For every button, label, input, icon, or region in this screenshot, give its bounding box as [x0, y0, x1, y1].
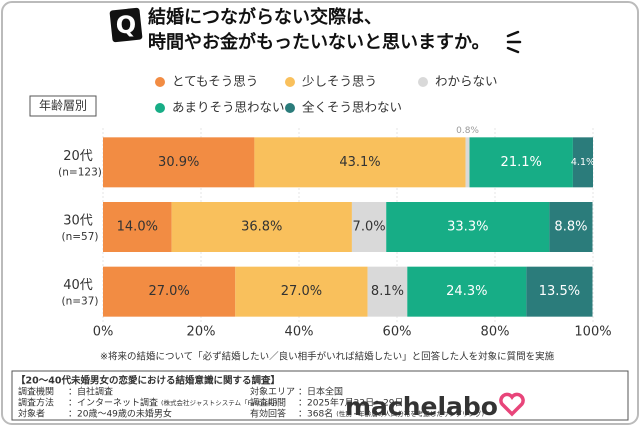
decoration — [506, 30, 522, 54]
value-label: 13.5% — [539, 284, 580, 299]
survey-value: ：インターネット調査 — [68, 397, 158, 409]
x-tick-label: 20% — [187, 325, 216, 340]
legend-marker — [155, 103, 165, 113]
bar-segment — [103, 266, 236, 317]
q-letter: Q — [116, 11, 136, 39]
title-line: 時間やお金がもったいないと思いますか。 — [148, 31, 490, 53]
value-label: 7.0% — [353, 220, 386, 235]
survey-box — [11, 370, 629, 421]
survey-label: 対象者 — [18, 408, 45, 420]
logo: machelabo — [345, 392, 498, 421]
bar-segment — [526, 266, 593, 317]
survey-value: ：自社調査 — [68, 386, 113, 398]
legend-marker — [285, 77, 295, 87]
category-note: (n=123) — [58, 166, 102, 178]
value-label: 14.0% — [117, 220, 158, 235]
bar-segment — [469, 137, 573, 188]
survey-label: 調査方法 — [18, 397, 54, 409]
survey-title: 【20～40代未婚男女の恋愛における結婚意識に関する調査】 — [16, 375, 280, 387]
group-label-box — [29, 95, 97, 117]
survey-note: (株式会社ジャストシステム「Fastask」) — [161, 398, 278, 407]
bar-segment — [103, 137, 255, 188]
value-label: 27.0% — [281, 284, 322, 299]
q-badge — [109, 7, 143, 43]
survey-label: 調査期間 — [250, 397, 286, 409]
logo-heart — [499, 392, 525, 417]
value-label: 43.1% — [339, 155, 380, 170]
group-label: 年齢層別 — [39, 98, 87, 113]
x-tick-label: 0% — [93, 325, 114, 340]
bar-segment — [103, 202, 172, 252]
category-label: 40代 — [63, 278, 93, 293]
category-note: (n=37) — [61, 296, 98, 308]
legend-label: 少しそう思う — [302, 74, 377, 89]
value-label: 21.1% — [501, 155, 542, 170]
legend-label: わからない — [435, 74, 498, 89]
value-label: 36.8% — [241, 220, 282, 235]
legend-label: 全くそう思わない — [302, 100, 402, 115]
bar-segment — [254, 137, 466, 188]
value-label: 24.3% — [446, 284, 487, 299]
value-label: 8.1% — [371, 284, 404, 299]
bar-segment — [386, 202, 550, 252]
x-tick-label: 100% — [574, 325, 611, 340]
footnote: ※将来の結婚について「必ず結婚したい／良い相手がいれば結婚したい」と回答した人を… — [100, 351, 555, 363]
value-label: 8.8% — [554, 220, 587, 235]
legend-label: あまりそう思わない — [172, 100, 285, 115]
value-label: 33.3% — [447, 220, 488, 235]
legend-marker — [155, 77, 165, 87]
bar-segment — [465, 137, 470, 188]
value-label: 27.0% — [148, 284, 189, 299]
title-line: 結婚につながらない交際は、 — [148, 6, 382, 28]
bar-segment — [171, 202, 352, 252]
legend-label: とてもそう思う — [172, 74, 258, 89]
bar-segment — [572, 137, 593, 188]
value-label: 0.8% — [456, 126, 479, 136]
survey-note: (性別・年齢層の人口分布を考慮したサンプリング) — [336, 409, 484, 418]
x-tick-label: 40% — [285, 325, 314, 340]
category-label: 20代 — [63, 149, 93, 164]
survey-label: 有効回答 — [250, 408, 286, 420]
bar-segment — [235, 266, 368, 317]
bar-segment — [367, 266, 408, 317]
category-note: (n=57) — [61, 231, 98, 243]
x-tick-label: 60% — [383, 325, 412, 340]
survey-label: 調査機関 — [18, 386, 54, 398]
category-label: 30代 — [63, 214, 93, 229]
survey-value: ：368名 — [298, 408, 333, 420]
survey-label: 対象エリア — [250, 386, 295, 398]
bar-segment — [407, 266, 527, 317]
bar-segment — [351, 202, 387, 252]
value-label: 30.9% — [158, 155, 199, 170]
legend-marker — [418, 77, 428, 87]
value-label: 4.1% — [571, 157, 595, 168]
bar-segment — [549, 202, 593, 252]
survey-value: ：2025年7月22日～29日 — [298, 397, 404, 409]
survey-value: ：20歳～49歳の未婚男女 — [68, 408, 172, 420]
legend-marker — [285, 103, 295, 113]
survey-value: ：日本全国 — [298, 386, 343, 398]
x-tick-label: 80% — [481, 325, 510, 340]
